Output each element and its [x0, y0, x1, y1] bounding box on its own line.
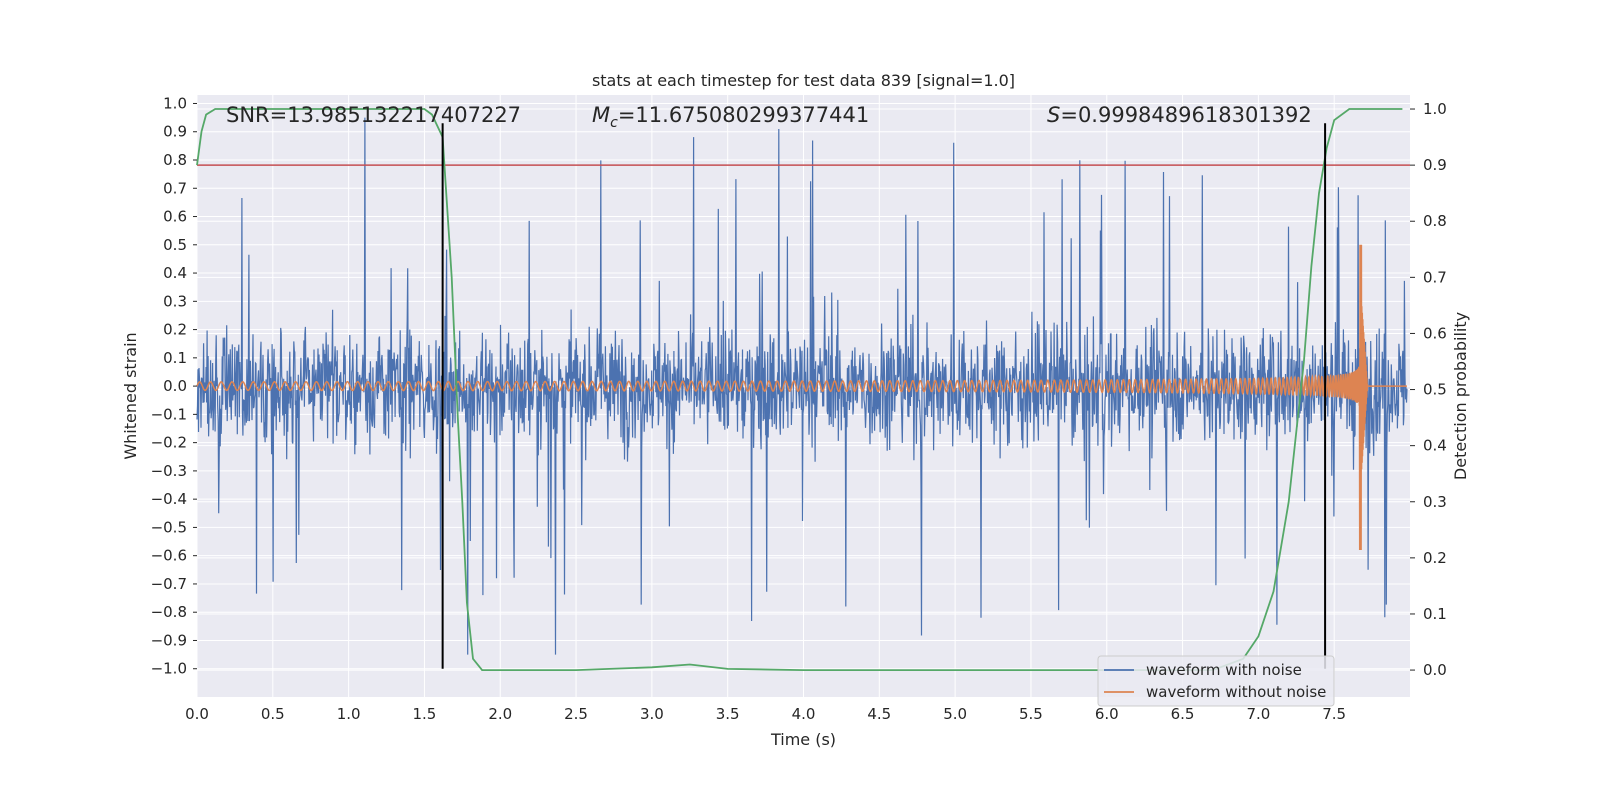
y-tick-label: 0.8: [163, 151, 187, 169]
y2-tick-label: 0.1: [1423, 605, 1447, 623]
y-tick-label: 0.3: [163, 292, 187, 310]
y2-tick-label: 0.5: [1423, 381, 1447, 399]
y-tick-label: −1.0: [151, 660, 187, 678]
y2-tick-labels: 0.0 0.1 0.2 0.3 0.4 0.5 0.6 0.7 0.8 0.9 1.0: [1410, 100, 1447, 679]
y-tick-label: −0.8: [151, 603, 187, 621]
x-tick-label: 5.5: [1019, 705, 1043, 723]
chart-title: stats at each timestep for test data 839…: [592, 71, 1015, 90]
x-tick-label: 6.0: [1095, 705, 1119, 723]
s-annotation: S=0.9998489618301392: [1047, 103, 1312, 127]
y-tick-label: 0.5: [163, 236, 187, 254]
y-tick-label: 0.0: [163, 377, 187, 395]
mc-value: =11.675080299377441: [618, 103, 869, 127]
series-detection-probability: [196, 108, 1403, 671]
x-tick-label: 5.0: [943, 705, 967, 723]
x-tick-label: 1.5: [413, 705, 437, 723]
x-tick-label: 7.5: [1322, 705, 1346, 723]
y2-axis-label: Detection probability: [1451, 312, 1470, 480]
series-layer: [196, 108, 1410, 671]
y-tick-label: 1.0: [163, 94, 187, 112]
mc-symbol: M: [592, 103, 610, 127]
y2-tick-label: 0.0: [1423, 661, 1447, 679]
x-tick-label: 0.0: [185, 705, 209, 723]
y2-tick-label: 0.9: [1423, 156, 1447, 174]
y-tick-label: 0.6: [163, 208, 187, 226]
y-tick-label: −0.6: [151, 547, 187, 565]
y2-tick-label: 0.6: [1423, 324, 1447, 342]
s-symbol: S: [1047, 103, 1060, 127]
series-waveform-without-noise: [196, 244, 1407, 551]
x-tick-label: 2.5: [564, 705, 588, 723]
y-tick-label: −0.9: [151, 631, 187, 649]
x-tick-label: 1.0: [337, 705, 361, 723]
y2-tick-label: 0.7: [1423, 268, 1447, 286]
x-tick-label: 6.5: [1171, 705, 1195, 723]
y2-tick-label: 0.2: [1423, 549, 1447, 567]
y-tick-label: 0.1: [163, 349, 187, 367]
x-tick-label: 3.5: [716, 705, 740, 723]
y-tick-label: −0.5: [151, 518, 187, 536]
legend: waveform with noise waveform without noi…: [1097, 655, 1335, 707]
legend-label-clean: waveform without noise: [1146, 683, 1326, 701]
x-tick-label: 4.5: [867, 705, 891, 723]
y-tick-label: −0.7: [151, 575, 187, 593]
legend-label-noise: waveform with noise: [1146, 661, 1302, 679]
y-tick-label: 0.2: [163, 321, 187, 339]
x-tick-label: 4.0: [792, 705, 816, 723]
y-axis-label: Whitened strain: [121, 332, 140, 459]
y2-tick-label: 0.4: [1423, 437, 1447, 455]
y-tick-label: 0.9: [163, 123, 187, 141]
chirp-mass-annotation: Mc=11.675080299377441: [592, 103, 869, 131]
y-tick-label: −0.1: [151, 405, 187, 423]
x-tick-label: 0.5: [261, 705, 285, 723]
s-value: =0.9998489618301392: [1060, 103, 1311, 127]
y-tick-labels: −1.0 −0.9 −0.8 −0.7 −0.6 −0.5 −0.4 −0.3 −0.2 −0.1…: [151, 94, 197, 678]
legend-box: [1097, 655, 1335, 707]
y-tick-label: −0.3: [151, 462, 187, 480]
x-axis-label: Time (s): [770, 730, 836, 749]
x-tick-label: 2.0: [488, 705, 512, 723]
y2-tick-label: 0.3: [1423, 493, 1447, 511]
x-tick-labels: 0.0 0.5 1.0 1.5 2.0 2.5 3.0 3.5 4.0 4.5 5.0 5.5 6.0 6…: [185, 705, 1346, 723]
y2-tick-label: 1.0: [1423, 100, 1447, 118]
x-tick-label: 7.0: [1246, 705, 1270, 723]
y-tick-label: −0.2: [151, 434, 187, 452]
y-tick-label: 0.7: [163, 179, 187, 197]
x-tick-label: 3.0: [640, 705, 664, 723]
mc-subscript: c: [610, 115, 618, 131]
snr-annotation: SNR=13.985132217407227: [226, 103, 521, 127]
y-tick-label: −0.4: [151, 490, 187, 508]
y2-tick-label: 0.8: [1423, 212, 1447, 230]
y-tick-label: 0.4: [163, 264, 187, 282]
